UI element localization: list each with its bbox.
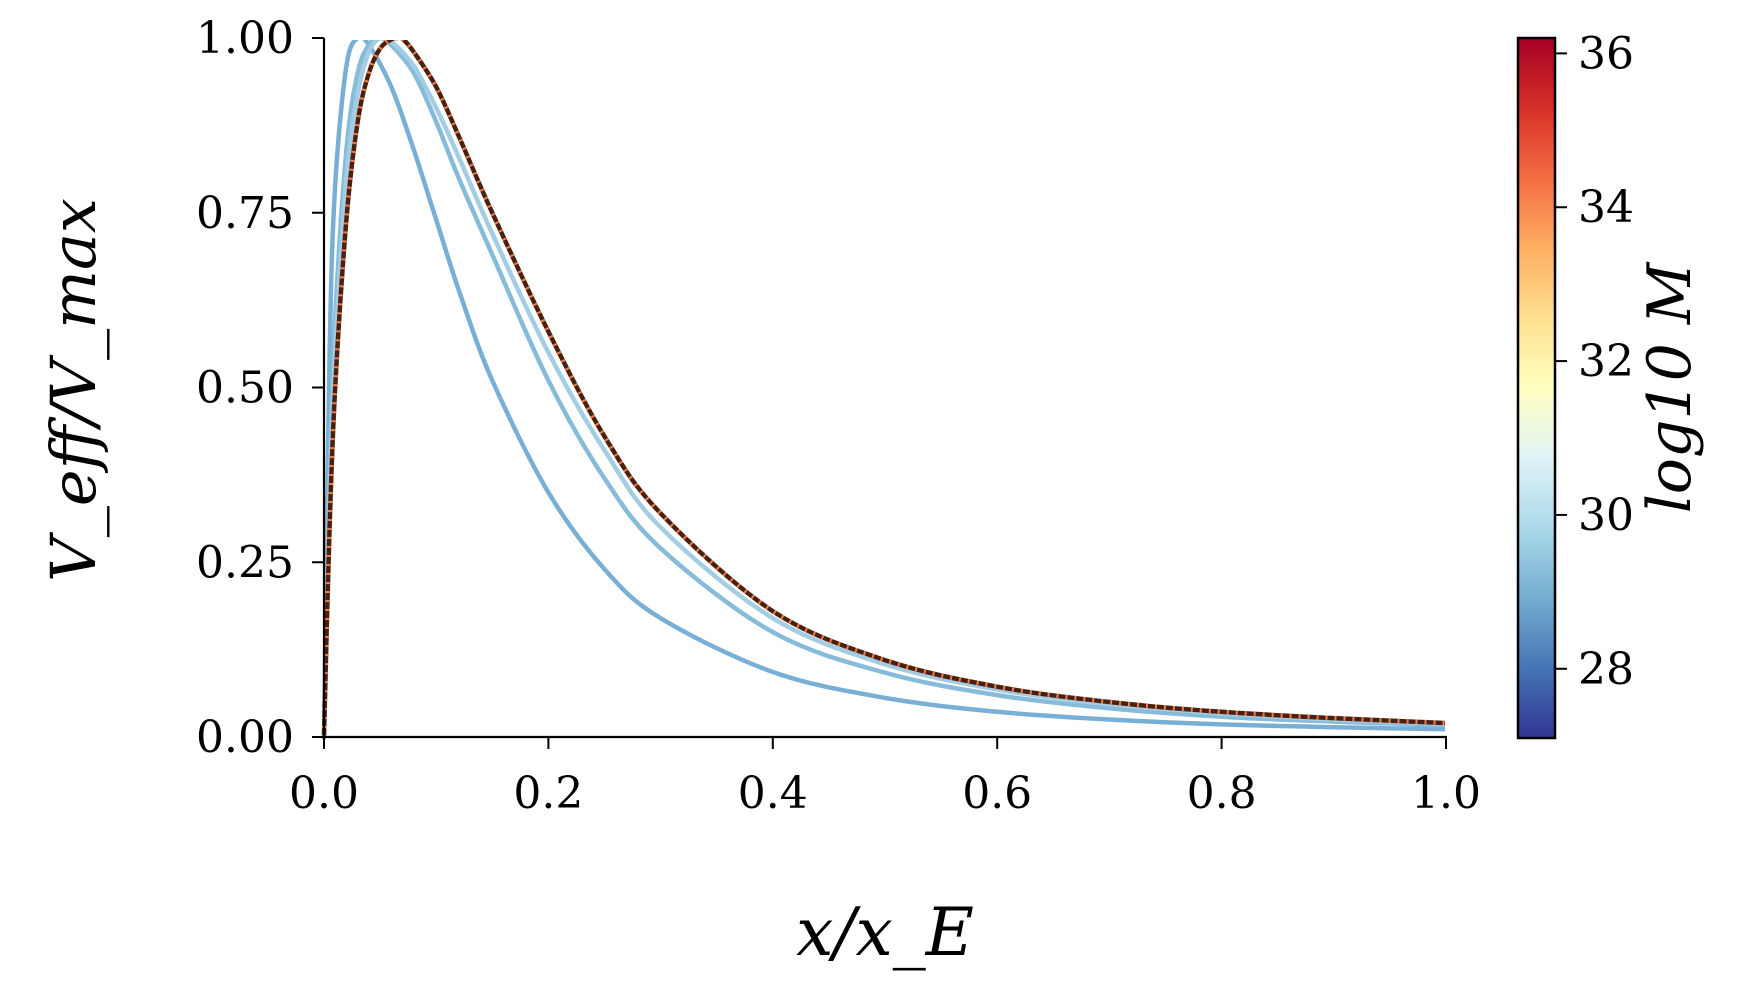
x-tick-label: 0.2 xyxy=(513,768,583,819)
x-tick-label: 0.6 xyxy=(962,768,1032,819)
series-line-5 xyxy=(321,40,1445,738)
series-line-4 xyxy=(321,40,1445,740)
series-line-3 xyxy=(321,40,1445,740)
colorbar-gradient xyxy=(1516,36,1557,740)
series-layer xyxy=(321,40,1445,740)
colorbar: 28 30 32 34 36 log10 M xyxy=(1516,28,1705,740)
colorbar-tick-label: 36 xyxy=(1578,28,1634,79)
colorbar-tick-label: 32 xyxy=(1578,336,1634,387)
colorbar-tick-label: 34 xyxy=(1578,182,1634,233)
x-tick-label: 0.4 xyxy=(738,768,808,819)
colorbar-ticks: 28 30 32 34 36 xyxy=(1555,28,1634,695)
y-ticks: 0.00 0.25 0.50 0.75 1.00 xyxy=(196,13,324,763)
x-ticks: 0.0 0.2 0.4 0.6 0.8 1.0 xyxy=(289,737,1481,819)
series-line-2 xyxy=(321,40,1445,740)
x-tick-label: 0.8 xyxy=(1187,768,1257,819)
series-line-1 xyxy=(321,40,1445,740)
x-axis-label: x/x_E xyxy=(796,894,974,971)
y-tick-label: 0.25 xyxy=(196,537,294,588)
y-axis-label-text: V_eff/V_max xyxy=(37,198,110,582)
y-tick-label: 0.75 xyxy=(196,188,294,239)
y-tick-label: 0.00 xyxy=(196,712,294,763)
colorbar-label-text: log10 M xyxy=(1635,261,1705,513)
colorbar-tick-label: 30 xyxy=(1578,490,1634,541)
x-tick-label: 1.0 xyxy=(1411,768,1481,819)
colorbar-label: log10 M xyxy=(1635,261,1705,513)
y-tick-label: 0.50 xyxy=(196,363,294,414)
x-axis-label-text: x/x_E xyxy=(796,894,974,971)
y-tick-label: 1.00 xyxy=(196,13,294,64)
x-tick-label: 0.0 xyxy=(289,768,359,819)
colorbar-tick-label: 28 xyxy=(1578,644,1634,695)
y-axis-label: V_eff/V_max xyxy=(37,198,110,582)
plot-axes xyxy=(322,38,1447,739)
